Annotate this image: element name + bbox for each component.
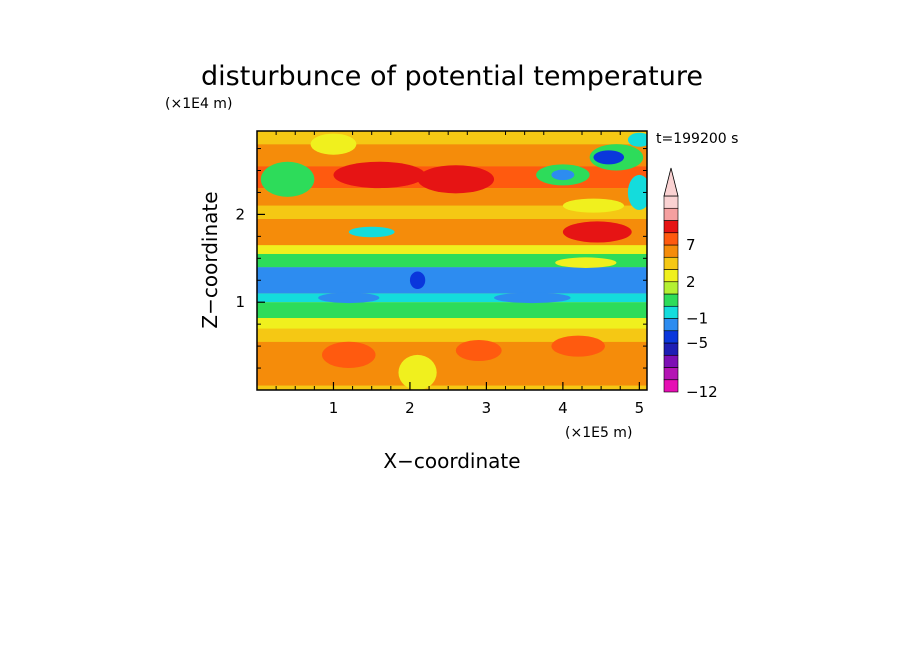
colorbar-swatch: [663, 195, 679, 209]
time-label: t=199200 s: [656, 131, 738, 147]
plot-frame: [256, 130, 648, 391]
plot-area: [257, 131, 647, 390]
contour-blob: [333, 161, 426, 189]
x-tick-label: 4: [558, 399, 568, 417]
contour-blob: [627, 174, 647, 211]
contour-blob: [562, 198, 625, 213]
contour-band: [257, 205, 647, 219]
colorbar-swatch: [663, 207, 679, 221]
contour-band: [257, 253, 647, 268]
contour-band: [257, 293, 647, 303]
contour-band: [257, 302, 647, 319]
colorbar-swatch: [663, 244, 679, 258]
colorbar-swatch: [663, 318, 679, 332]
contour-band: [257, 385, 647, 390]
colorbar-swatch: [663, 354, 679, 368]
contour-blob: [398, 354, 437, 390]
colorbar-swatch: [663, 256, 679, 270]
contour-blobs: [260, 132, 647, 390]
colorbar-label: 2: [686, 273, 696, 291]
x-tick-label: 1: [329, 399, 339, 417]
contour-band: [257, 328, 647, 342]
chart-title: disturbunce of potential temperature: [201, 61, 703, 92]
contour-blob: [555, 257, 617, 268]
contour-band: [257, 245, 647, 254]
colorbar: 7 2 −1 −5 −12: [663, 167, 718, 401]
y-scale-label: (×1E4 m): [165, 96, 232, 112]
colorbar-label: −1: [686, 310, 708, 328]
colorbar-swatch: [663, 220, 679, 234]
y-tick-label: 1: [235, 293, 245, 311]
colorbar-swatch: [663, 269, 679, 283]
y-axis: 12: [235, 148, 647, 369]
x-tick-label: 2: [405, 399, 415, 417]
colorbar-swatch: [663, 281, 679, 295]
contour-blob: [593, 150, 625, 165]
contour-blob: [322, 341, 376, 369]
contour-blob: [455, 339, 502, 362]
contour-blob: [551, 335, 605, 357]
x-tick-label: 5: [635, 399, 645, 417]
contour-blob: [551, 169, 575, 181]
contour-blob: [260, 161, 315, 197]
contour-band: [257, 318, 647, 329]
contour-blob: [318, 292, 380, 304]
contour-band: [257, 188, 647, 206]
colorbar-extend-arrow: [663, 167, 679, 197]
x-axis: 1 2 3 4 5: [275, 131, 645, 417]
y-axis-label: Z−coordinate: [198, 191, 222, 328]
contour-band: [257, 267, 647, 294]
y-tick-label: 2: [235, 205, 245, 223]
contour-blob: [310, 133, 357, 155]
colorbar-swatch: [663, 330, 679, 344]
colorbar-swatch: [663, 232, 679, 246]
x-scale-label: (×1E5 m): [565, 425, 632, 441]
colorbar-swatch: [663, 342, 679, 356]
contour-blob: [627, 132, 647, 147]
x-axis-label: X−coordinate: [383, 449, 520, 473]
x-tick-label: 3: [482, 399, 492, 417]
colorbar-swatch: [663, 305, 679, 319]
colorbar-label: −5: [686, 334, 708, 352]
colorbar-label: 7: [686, 236, 696, 254]
contour-blob: [417, 165, 495, 194]
contour-blob: [348, 226, 395, 238]
colorbar-label: −12: [686, 383, 718, 401]
contour-blob: [409, 271, 426, 290]
colorbar-swatch: [663, 379, 679, 393]
colorbar-swatch: [663, 293, 679, 307]
contour-blob: [494, 292, 571, 304]
contour-band: [257, 144, 647, 167]
colorbar-swatch: [663, 367, 679, 381]
contour-blob: [562, 221, 632, 243]
